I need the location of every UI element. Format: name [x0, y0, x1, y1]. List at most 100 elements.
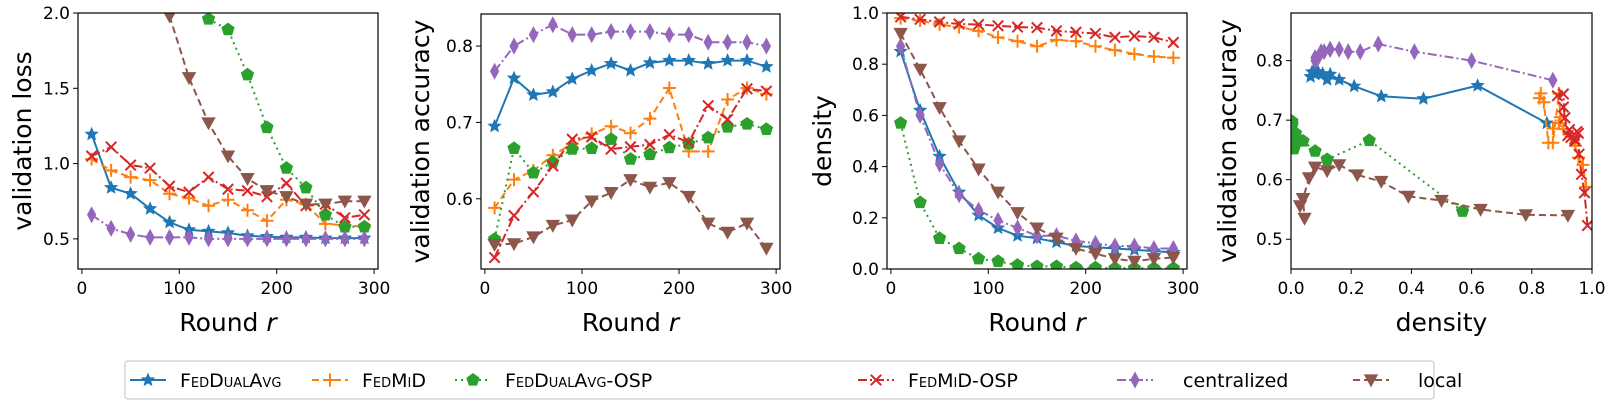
legend-label: FedMiD	[362, 370, 426, 392]
data-point	[681, 190, 696, 204]
axes-frame	[886, 12, 1188, 270]
data-point	[201, 13, 216, 25]
data-point	[337, 195, 353, 209]
data-point	[260, 120, 274, 134]
data-point	[1557, 101, 1570, 113]
legend-label: FedDualAvg	[180, 370, 281, 392]
x-axis-label-variable: r	[266, 308, 278, 337]
series-group	[893, 13, 1181, 269]
series-fedmid	[1532, 86, 1592, 194]
data-point	[221, 193, 235, 207]
data-point	[260, 214, 274, 228]
data-point	[318, 198, 333, 212]
y-tick-label: 1.0	[43, 155, 70, 175]
data-point	[1049, 232, 1064, 246]
data-point	[1575, 168, 1588, 181]
data-point	[1559, 111, 1571, 124]
data-point	[701, 130, 715, 144]
data-point	[183, 186, 195, 199]
legend-marker-x-icon	[870, 374, 882, 386]
y-tick-label: 0.5	[43, 230, 70, 250]
data-point	[262, 230, 272, 248]
data-point	[1303, 69, 1318, 83]
data-point	[565, 214, 580, 228]
data-point	[1011, 21, 1024, 33]
data-point	[1308, 144, 1322, 157]
data-point	[124, 159, 137, 172]
x-tick-label: 0.4	[1398, 279, 1425, 299]
data-point	[240, 203, 254, 217]
data-point	[546, 160, 559, 172]
data-point	[1518, 209, 1533, 223]
series-local	[893, 27, 1181, 269]
y-tick-label: 0.5	[1256, 230, 1283, 250]
data-point	[182, 191, 196, 205]
data-point	[528, 26, 539, 44]
data-point	[703, 33, 713, 51]
series-feddualavg-osp	[1291, 114, 1470, 217]
x-tick-label: 100	[566, 279, 598, 299]
data-point	[1107, 253, 1123, 267]
y-tick-label: 0.7	[446, 113, 473, 133]
data-point	[84, 126, 99, 141]
series-line	[899, 46, 1174, 250]
data-point	[741, 82, 753, 95]
data-point	[488, 201, 502, 215]
x-axis-label: Round r	[179, 308, 278, 337]
series-local	[163, 13, 372, 212]
data-point	[1355, 43, 1365, 61]
data-point	[972, 24, 986, 38]
data-point	[526, 231, 541, 245]
data-point	[240, 67, 255, 81]
data-point	[993, 211, 1003, 229]
data-point	[624, 126, 637, 140]
data-point	[144, 162, 156, 175]
series-fedmid-osp	[894, 13, 1180, 49]
x-tick-label: 300	[760, 279, 792, 299]
data-point	[145, 228, 155, 246]
data-point	[527, 185, 540, 198]
data-point	[566, 133, 579, 146]
y-axis-label: validation accuracy	[406, 19, 435, 263]
data-point	[700, 56, 716, 70]
data-point	[682, 136, 695, 149]
data-point	[1108, 43, 1122, 57]
data-point	[509, 37, 519, 55]
data-point	[1343, 43, 1353, 61]
data-point	[603, 187, 619, 200]
data-point	[359, 230, 370, 248]
data-point	[759, 59, 774, 73]
data-point	[623, 62, 638, 77]
data-point	[223, 230, 233, 248]
data-point	[1050, 25, 1063, 37]
data-point	[1416, 91, 1431, 105]
data-point	[1011, 34, 1025, 48]
x-axis-label: Round r	[988, 308, 1087, 337]
legend-label: centralized	[1183, 370, 1288, 392]
data-point	[358, 208, 371, 221]
data-point	[720, 226, 735, 240]
series-local	[1292, 159, 1576, 226]
data-point	[104, 163, 118, 177]
subplot-1: 0 100 200 300 0.5 1.0 1.5 2.0 Round r validation …	[8, 4, 390, 337]
subplot-2: 0 100 200 300 0.6 0.7 0.8 Round r validation acc…	[406, 13, 792, 337]
data-point	[162, 214, 177, 229]
data-point	[992, 19, 1004, 32]
data-point	[242, 230, 253, 248]
series-fedmid-osp	[1551, 88, 1592, 232]
data-point	[990, 186, 1006, 200]
data-point	[201, 117, 216, 131]
data-point	[587, 26, 597, 44]
data-point	[952, 241, 966, 255]
data-point	[1455, 204, 1470, 217]
data-point	[625, 23, 636, 41]
data-point	[1552, 116, 1566, 130]
data-point	[143, 173, 157, 187]
data-point	[1573, 148, 1585, 161]
data-point	[320, 230, 331, 248]
data-point	[86, 206, 97, 224]
data-point	[1532, 91, 1546, 105]
data-point	[1069, 34, 1083, 48]
data-point	[545, 84, 561, 98]
data-point	[164, 228, 175, 246]
